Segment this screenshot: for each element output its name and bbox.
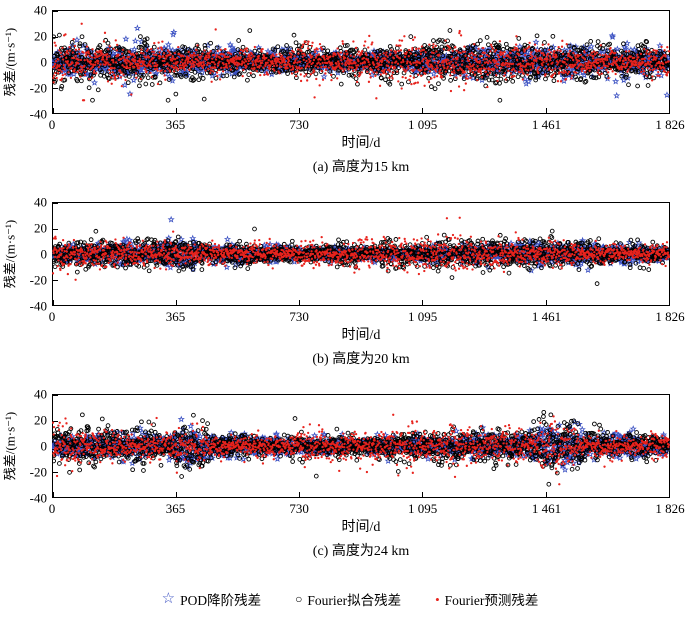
subplot-caption-a: (a) 高度为15 km xyxy=(312,160,410,175)
x-tick-label: 1 461 xyxy=(531,501,562,516)
x-tick-label: 1 826 xyxy=(655,117,685,132)
x-axis-label-a: 时间/d xyxy=(341,136,381,151)
x-tick-labels-c: 0 365 730 1 095 1 461 1 826 xyxy=(48,498,685,516)
x-tick-labels-a: 0 365 730 1 095 1 461 1 826 xyxy=(48,114,685,132)
y-axis-label-wrap-a: 残差/(m·s⁻¹) xyxy=(0,10,18,114)
y-axis-label-c: 残差/(m·s⁻¹) xyxy=(2,411,18,481)
dot-marker-icon: • xyxy=(435,591,440,607)
x-axis-label-b: 时间/d xyxy=(341,328,381,343)
legend-label-fourier-pred: Fourier预测残差 xyxy=(444,593,539,608)
y-tick-label: 20 xyxy=(34,28,47,44)
subplot-c: 残差/(m·s⁻¹) -40 -20 0 20 40 0 365 730 1 095 1 461… xyxy=(0,388,700,564)
scatter-plot-canvas-b xyxy=(52,202,670,306)
y-axis-label-wrap-b: 残差/(m·s⁻¹) xyxy=(0,202,18,306)
y-tick-label: -40 xyxy=(29,106,47,122)
legend-label-pod: POD降阶残差 xyxy=(180,593,262,608)
x-tick-label: 1 826 xyxy=(655,501,685,516)
x-tick-label: 1 826 xyxy=(655,309,685,324)
legend: ☆ POD降阶残差 ○ Fourier拟合残差 • Fourier预测残差 xyxy=(0,586,700,612)
y-tick-label: 0 xyxy=(40,246,48,262)
y-tick-labels-a: -40 -20 0 20 40 xyxy=(18,4,52,121)
y-tick-label: 0 xyxy=(40,438,48,454)
x-tick-label: 365 xyxy=(165,501,186,516)
legend-item-pod: ☆ POD降阶残差 xyxy=(162,589,261,609)
x-tick-label: 0 xyxy=(48,117,56,132)
subplot-a: 残差/(m·s⁻¹) -40 -20 0 20 40 0 365 730 1 095 1 461… xyxy=(0,4,700,180)
y-tick-label: -20 xyxy=(29,464,47,480)
subplot-caption-b: (b) 高度为20 km xyxy=(312,352,410,367)
plot-column-b: 0 365 730 1 095 1 461 1 826 时间/d (b) 高度为20 km xyxy=(48,202,685,372)
plot-row-c: 残差/(m·s⁻¹) -40 -20 0 20 40 0 365 730 1 095 1 461… xyxy=(0,388,700,564)
subplot-b: 残差/(m·s⁻¹) -40 -20 0 20 40 0 365 730 1 095 1 461… xyxy=(0,196,700,372)
y-tick-label: 20 xyxy=(34,412,47,428)
scatter-plot-canvas-a xyxy=(52,10,670,114)
legend-item-fourier-fit: ○ Fourier拟合残差 xyxy=(295,589,401,609)
x-tick-label: 730 xyxy=(289,501,309,516)
y-tick-label: 40 xyxy=(34,386,47,402)
plot-row-b: 残差/(m·s⁻¹) -40 -20 0 20 40 0 365 730 1 095 1 461… xyxy=(0,196,700,372)
y-tick-label: -20 xyxy=(29,80,47,96)
x-tick-label: 1 095 xyxy=(407,501,438,516)
plot-column-c: 0 365 730 1 095 1 461 1 826 时间/d (c) 高度为24 km xyxy=(48,394,685,564)
legend-label-fourier-fit: Fourier拟合残差 xyxy=(307,593,402,608)
y-tick-label: 20 xyxy=(34,220,47,236)
x-tick-labels-b: 0 365 730 1 095 1 461 1 826 xyxy=(48,306,685,324)
y-tick-label: -40 xyxy=(29,490,47,506)
x-tick-label: 0 xyxy=(48,501,56,516)
y-axis-label-b: 残差/(m·s⁻¹) xyxy=(2,219,18,289)
plot-row-a: 残差/(m·s⁻¹) -40 -20 0 20 40 0 365 730 1 095 1 461… xyxy=(0,4,700,180)
y-tick-label: 40 xyxy=(34,194,47,210)
y-tick-label: 0 xyxy=(40,54,48,70)
x-axis-label-c: 时间/d xyxy=(341,520,381,535)
x-tick-label: 1 461 xyxy=(531,309,562,324)
x-tick-label: 730 xyxy=(289,309,309,324)
x-tick-label: 1 095 xyxy=(407,117,438,132)
y-axis-label-wrap-c: 残差/(m·s⁻¹) xyxy=(0,394,18,498)
star-marker-icon: ☆ xyxy=(161,590,176,607)
y-tick-labels-c: -40 -20 0 20 40 xyxy=(18,388,52,505)
circle-marker-icon: ○ xyxy=(295,592,303,606)
y-axis-label-a: 残差/(m·s⁻¹) xyxy=(2,27,18,97)
x-tick-label: 0 xyxy=(48,309,56,324)
legend-item-fourier-pred: • Fourier预测残差 xyxy=(435,589,538,609)
subplot-caption-c: (c) 高度为24 km xyxy=(312,544,410,559)
x-tick-label: 365 xyxy=(165,309,186,324)
x-tick-label: 1 461 xyxy=(531,117,562,132)
y-tick-label: 40 xyxy=(34,2,47,18)
y-tick-labels-b: -40 -20 0 20 40 xyxy=(18,196,52,313)
x-tick-label: 730 xyxy=(289,117,309,132)
scatter-plot-canvas-c xyxy=(52,394,670,498)
y-tick-label: -20 xyxy=(29,272,47,288)
x-tick-label: 1 095 xyxy=(407,309,438,324)
plot-column-a: 0 365 730 1 095 1 461 1 826 时间/d (a) 高度为15 km xyxy=(48,10,685,180)
y-tick-label: -40 xyxy=(29,298,47,314)
x-tick-label: 365 xyxy=(165,117,186,132)
